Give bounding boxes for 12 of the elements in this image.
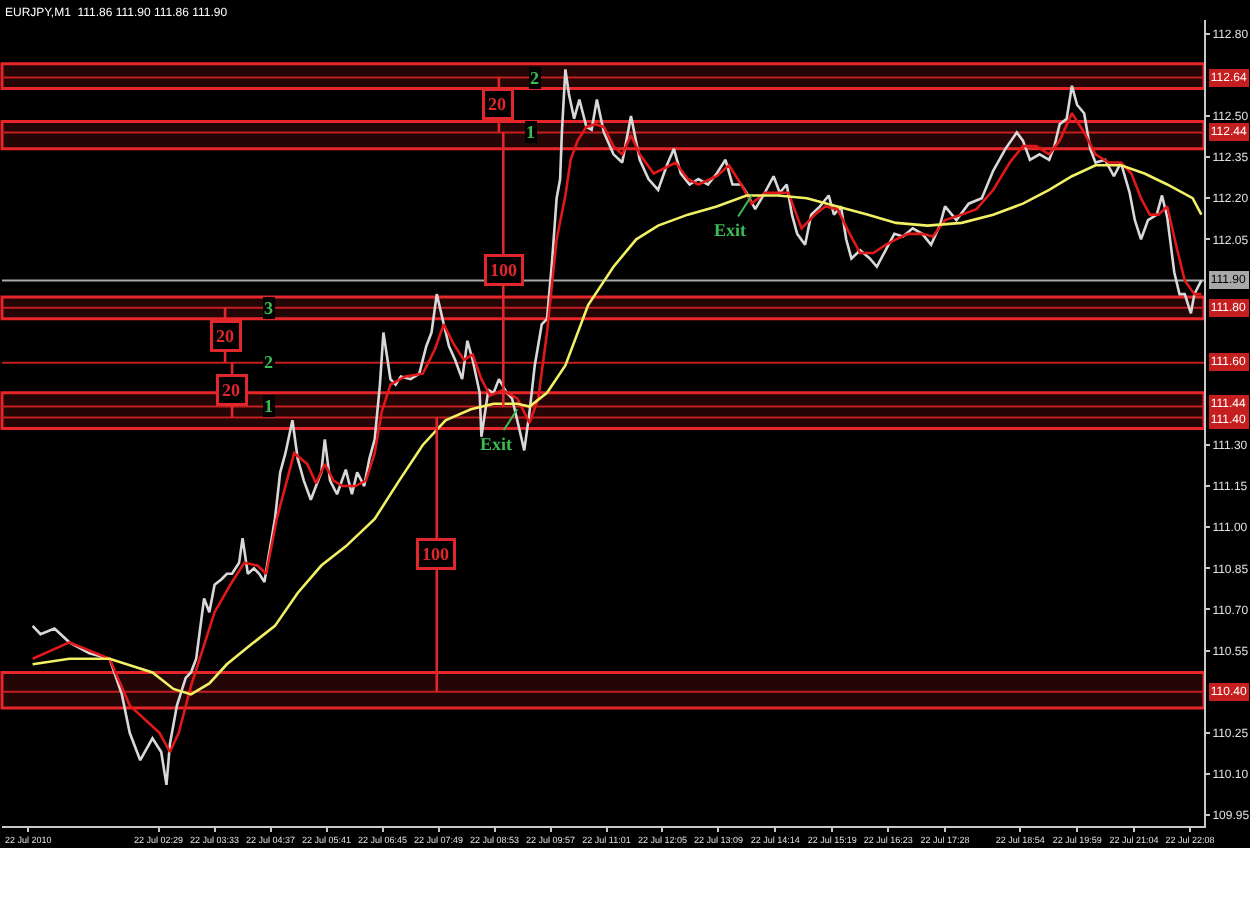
series-label: 20 [488,94,507,114]
series-label: 20 [222,380,241,400]
annotation: 2 [530,68,540,88]
annotation: 3 [264,298,274,318]
series-label: 100 [490,260,518,280]
annotation: 2 [264,352,274,372]
annotation: 1 [264,396,274,416]
annotation: Exit [480,434,513,454]
series-label: 20 [216,326,235,346]
series-label: 100 [422,544,450,564]
annotation: 1 [526,122,536,142]
annotation: Exit [714,220,747,240]
